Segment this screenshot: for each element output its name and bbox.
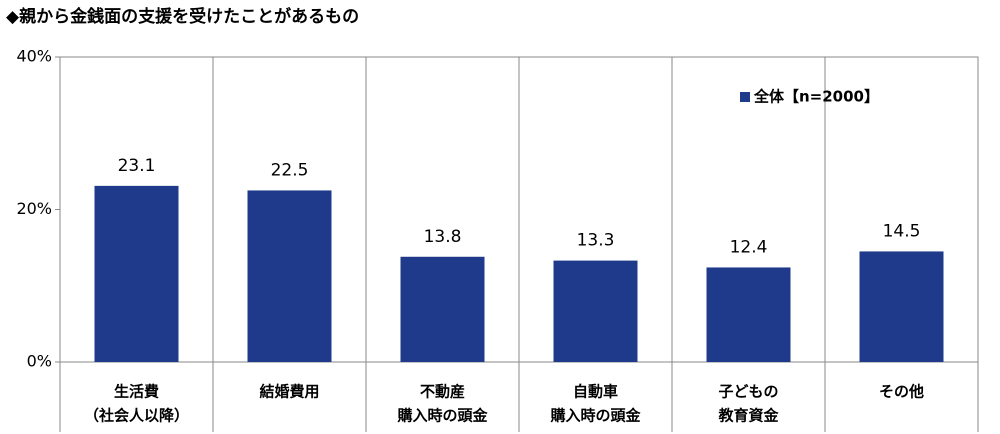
x-tick-label: 購入時の頭金 bbox=[549, 407, 641, 425]
data-label: 23.1 bbox=[118, 156, 156, 176]
data-label: 13.8 bbox=[424, 227, 462, 247]
x-tick-label: 生活費 bbox=[114, 383, 159, 401]
bar bbox=[247, 190, 332, 362]
x-tick-label: その他 bbox=[879, 383, 924, 401]
data-label: 14.5 bbox=[883, 221, 921, 241]
chart-title: ◆親から金銭面の支援を受けたことがあるもの bbox=[6, 6, 359, 27]
data-label: 12.4 bbox=[730, 237, 768, 257]
x-tick-label: （社会人以降） bbox=[84, 407, 189, 425]
x-tick-label: 子どもの bbox=[718, 383, 778, 401]
data-label: 22.5 bbox=[271, 160, 309, 180]
y-tick-label: 40% bbox=[16, 47, 52, 66]
x-tick-label: 自動車 bbox=[573, 383, 618, 401]
bar bbox=[706, 267, 791, 362]
x-tick-label: 不動産 bbox=[420, 383, 465, 401]
bar bbox=[400, 256, 485, 362]
x-tick-label: 購入時の頭金 bbox=[396, 407, 488, 425]
bar bbox=[553, 260, 638, 362]
x-tick-label: 教育資金 bbox=[717, 407, 779, 425]
legend-swatch bbox=[740, 92, 750, 102]
bar bbox=[94, 185, 179, 362]
bar bbox=[859, 251, 944, 362]
x-tick-label: 結婚費用 bbox=[259, 383, 319, 401]
data-label: 13.3 bbox=[577, 231, 615, 251]
legend-label: 全体【n=2000】 bbox=[753, 88, 879, 106]
y-tick-label: 20% bbox=[16, 199, 52, 218]
y-tick-label: 0% bbox=[27, 352, 52, 371]
